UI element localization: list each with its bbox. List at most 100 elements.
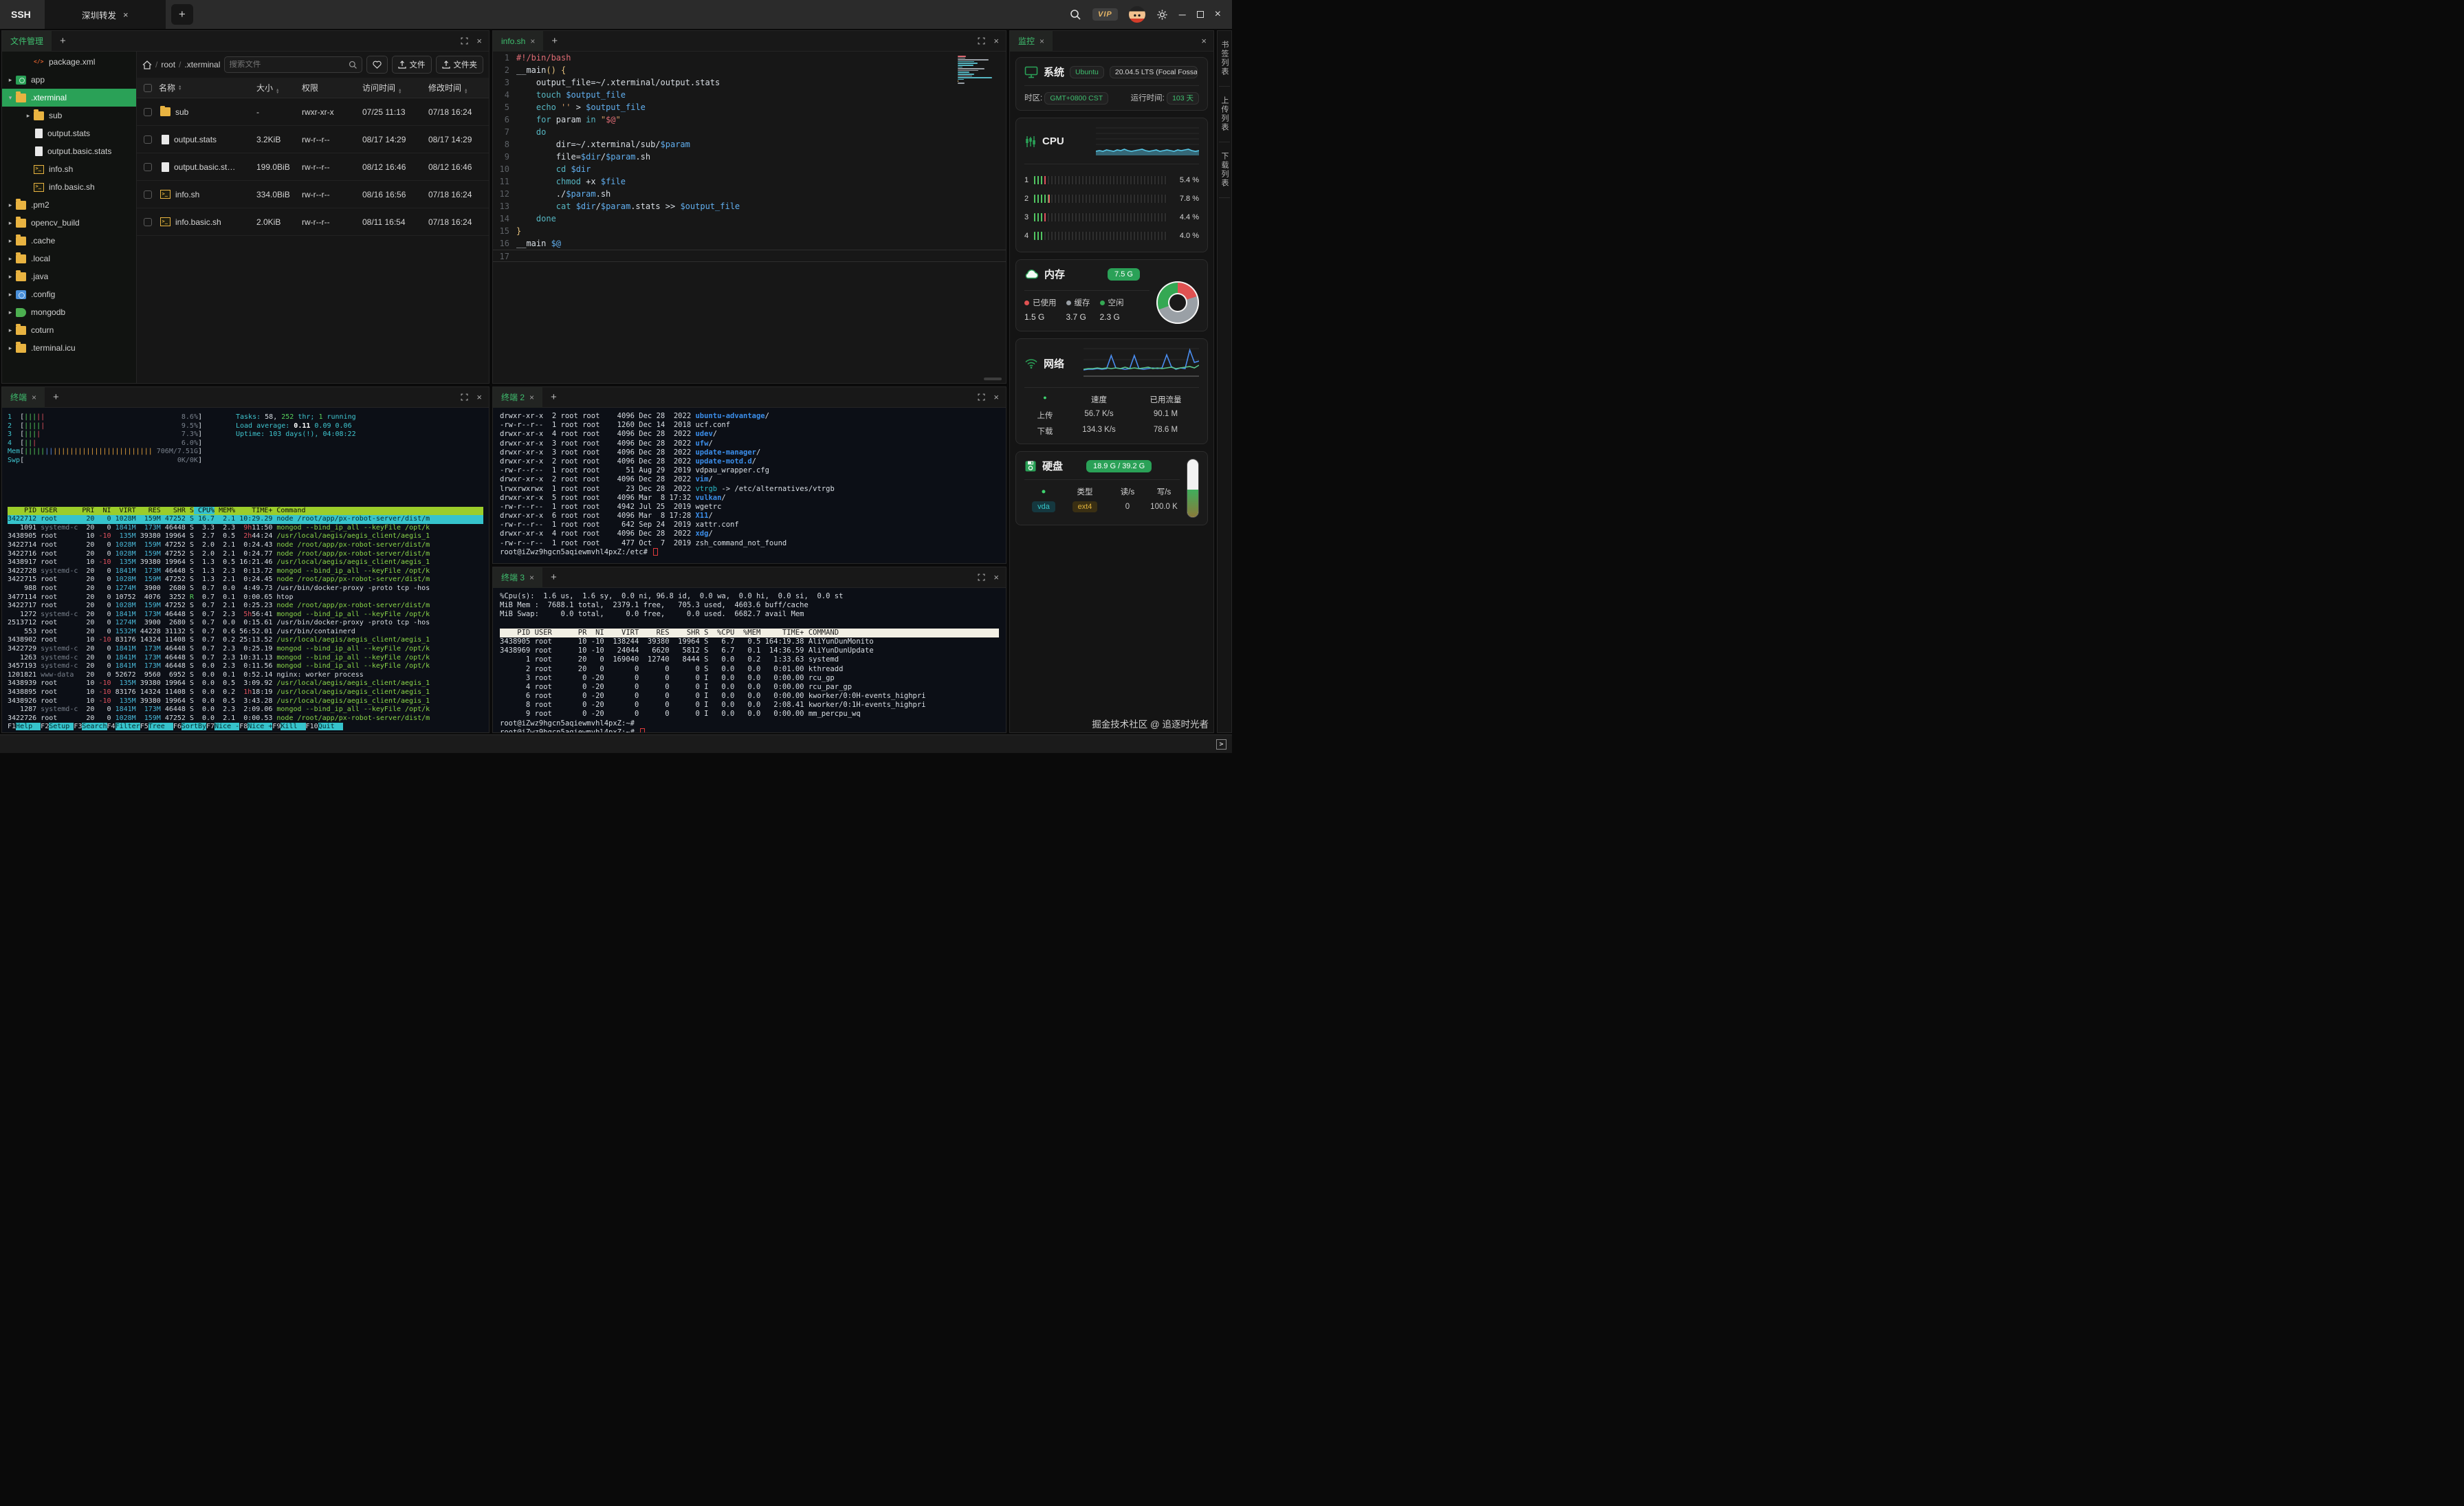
caret-icon[interactable]: ▸ <box>8 219 12 226</box>
breadcrumb-root[interactable]: root <box>161 60 176 69</box>
process-row[interactable]: 3438902 root 10 -10 83176 14324 11408 S … <box>8 636 430 644</box>
tree-item-info.basic.sh[interactable]: info.basic.sh <box>2 178 136 196</box>
caret-icon[interactable]: ▸ <box>8 272 12 280</box>
process-row[interactable]: 3457193 systemd-c 20 0 1841M 173M 46448 … <box>8 662 430 670</box>
session-tab-close-icon[interactable]: × <box>123 9 129 20</box>
process-row[interactable]: 3438905 root 10 -10 135M 39380 19964 S 2… <box>8 532 430 541</box>
tree-item-.local[interactable]: ▸ .local <box>2 250 136 268</box>
file-row-output.stats[interactable]: output.stats 3.2KiB rw-r--r-- 08/17 14:29 08… <box>137 126 489 153</box>
process-row[interactable]: 1201821 www-data 20 0 52672 9560 6952 S … <box>8 670 364 679</box>
upload-folder-button[interactable]: 文件夹 <box>435 56 483 74</box>
process-row[interactable]: 553 root 20 0 1532M 44228 31132 S 0.7 0.… <box>8 627 355 635</box>
gear-icon[interactable] <box>1156 9 1168 21</box>
panel-close-icon[interactable]: × <box>1201 36 1207 46</box>
row-checkbox[interactable] <box>144 135 152 144</box>
caret-icon[interactable]: ▸ <box>8 237 12 244</box>
process-row[interactable]: 3422714 root 20 0 1028M 159M 47252 S 2.0… <box>8 541 430 549</box>
row-checkbox[interactable] <box>144 162 152 171</box>
column-perm[interactable]: 权限 <box>302 83 319 93</box>
tree-item-.terminal.icu[interactable]: ▸ .terminal.icu <box>2 339 136 357</box>
breadcrumb[interactable]: / root / .xterminal <box>142 60 220 69</box>
panel-close-icon[interactable]: × <box>993 392 999 402</box>
tree-item-.pm2[interactable]: ▸ .pm2 <box>2 196 136 214</box>
terminal-new-tab-button[interactable]: + <box>53 391 59 403</box>
editor-new-tab-button[interactable]: + <box>551 35 558 47</box>
tree-item-.cache[interactable]: ▸ .cache <box>2 232 136 250</box>
expand-icon[interactable] <box>978 574 985 581</box>
search-icon[interactable] <box>349 61 358 69</box>
column-size[interactable]: 大小 ▲ ▼ <box>256 83 280 95</box>
favorite-button[interactable] <box>366 56 388 74</box>
tab-info-sh[interactable]: info.sh × <box>493 31 544 52</box>
process-row[interactable]: 1263 systemd-c 20 0 1841M 173M 46448 S 0… <box>8 653 430 662</box>
tab-close-icon[interactable]: × <box>32 392 37 402</box>
search-file-input[interactable] <box>229 61 346 69</box>
tab-monitor[interactable]: 监控 × <box>1010 31 1053 52</box>
htop-fkey-bar[interactable]: F1Help F2Setup F3SearchF4FilterF5Tree F6… <box>8 723 343 731</box>
process-row[interactable]: 3422728 systemd-c 20 0 1841M 173M 46448 … <box>8 567 430 575</box>
editor-scrollbar[interactable] <box>984 378 1002 380</box>
vip-badge[interactable]: VIP <box>1092 8 1118 21</box>
session-tab[interactable]: 深圳转发 × <box>44 0 166 29</box>
terminal-2-screen[interactable]: drwxr-xr-x 2 root root 4096 Dec 28 2022 … <box>493 408 1006 563</box>
tree-item-output.stats[interactable]: output.stats <box>2 124 136 142</box>
close-button[interactable]: × <box>1214 8 1221 20</box>
caret-icon[interactable]: ▸ <box>8 201 12 208</box>
tree-item-output.basic.stats[interactable]: output.basic.stats <box>2 142 136 160</box>
process-row[interactable]: 3422717 root 20 0 1028M 159M 47252 S 0.7… <box>8 602 430 610</box>
terminal-1-screen[interactable]: Tasks: 58, 252 thr; 1 running Load averag… <box>2 408 489 732</box>
new-session-button[interactable]: + <box>170 4 193 25</box>
process-row[interactable]: 3438939 root 10 -10 135M 39380 19964 S 0… <box>8 679 430 688</box>
tree-item-app[interactable]: ▸ app <box>2 71 136 89</box>
row-checkbox[interactable] <box>144 190 152 199</box>
process-row[interactable]: 2513712 root 20 0 1274M 3900 2680 S 0.7 … <box>8 619 430 627</box>
process-row[interactable]: 1272 systemd-c 20 0 1841M 173M 46448 S 0… <box>8 610 430 618</box>
tab-file-manager[interactable]: 文件管理 <box>2 31 52 52</box>
tree-item-.config[interactable]: ▸ .config <box>2 285 136 303</box>
tab-close-icon[interactable]: × <box>529 392 535 402</box>
expand-icon[interactable] <box>461 393 468 401</box>
avatar[interactable] <box>1128 6 1145 23</box>
tab-terminal-3[interactable]: 终端 3 × <box>493 567 543 588</box>
column-name[interactable]: 名称 ▲ ▼ <box>159 83 182 93</box>
search-icon[interactable] <box>1070 9 1081 21</box>
tab-close-icon[interactable]: × <box>530 36 536 46</box>
process-row[interactable]: 1091 systemd-c 20 0 1841M 173M 46448 S 3… <box>8 523 430 532</box>
caret-icon[interactable]: ▸ <box>26 111 30 119</box>
process-row[interactable]: 3422712 root 20 0 1028M 159M 47252 S 16.… <box>8 515 483 524</box>
select-all-checkbox[interactable] <box>144 83 152 92</box>
panel-close-icon[interactable]: × <box>993 36 999 46</box>
terminal-3-screen[interactable]: %Cpu(s): 1.6 us, 1.6 sy, 0.0 ni, 96.8 id… <box>493 588 1006 732</box>
process-row[interactable]: 1287 systemd-c 20 0 1841M 173M 46448 S 0… <box>8 706 430 714</box>
tree-item-opencv_build[interactable]: ▸ opencv_build <box>2 214 136 232</box>
caret-icon[interactable]: ▸ <box>8 76 12 83</box>
expand-icon[interactable] <box>978 393 985 401</box>
expand-icon[interactable] <box>978 37 985 45</box>
file-row-output.basic.stats[interactable]: output.basic.stats 199.0BiB rw-r--r-- 08/12… <box>137 153 489 181</box>
tab-close-icon[interactable]: × <box>529 572 535 582</box>
process-row[interactable]: 3422715 root 20 0 1028M 159M 47252 S 1.3… <box>8 576 430 584</box>
process-row[interactable]: 3422729 systemd-c 20 0 1841M 173M 46448 … <box>8 645 430 653</box>
panel-close-icon[interactable]: × <box>476 36 482 46</box>
terminal-new-tab-button[interactable]: + <box>551 571 557 583</box>
column-mtime[interactable]: 修改时间 ▲ ▼ <box>428 83 468 95</box>
process-row[interactable]: 3477114 root 20 0 10752 4076 3252 R 0.7 … <box>8 593 294 601</box>
tree-item-.xterminal[interactable]: ▾ .xterminal <box>2 89 136 107</box>
search-file-box[interactable] <box>224 56 362 73</box>
row-checkbox[interactable] <box>144 217 152 226</box>
process-row[interactable]: 3422726 root 20 0 1028M 159M 47252 S 0.0… <box>8 714 430 722</box>
column-atime[interactable]: 访问时间 ▲ ▼ <box>362 83 402 95</box>
collapse-panel-icon[interactable]: > <box>1216 739 1226 750</box>
minimize-button[interactable]: ─ <box>1178 9 1186 20</box>
tab-terminal-1[interactable]: 终端 × <box>2 387 45 408</box>
tree-item-coturn[interactable]: ▸ coturn <box>2 321 136 339</box>
file-manager-new-tab-button[interactable]: + <box>60 35 66 47</box>
caret-icon[interactable]: ▾ <box>8 94 12 101</box>
file-row-sub[interactable]: sub - rwxr-xr-x 07/25 11:13 07/18 16:24 <box>137 98 489 126</box>
caret-icon[interactable]: ▸ <box>8 308 12 316</box>
caret-icon[interactable]: ▸ <box>8 290 12 298</box>
caret-icon[interactable]: ▸ <box>8 326 12 334</box>
tree-item-sub[interactable]: ▸ sub <box>2 107 136 124</box>
